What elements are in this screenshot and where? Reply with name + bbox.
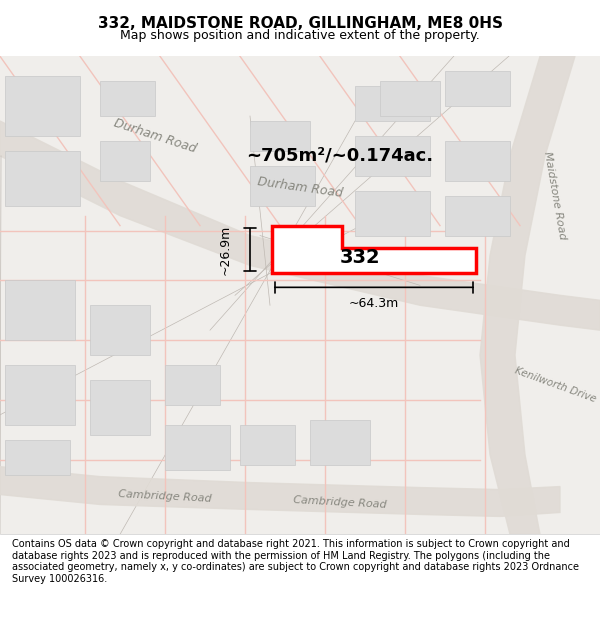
Polygon shape (380, 81, 440, 116)
Polygon shape (272, 226, 476, 273)
Polygon shape (165, 365, 220, 405)
Polygon shape (5, 281, 75, 340)
Text: Durham Road: Durham Road (257, 176, 343, 200)
Text: Contains OS data © Crown copyright and database right 2021. This information is : Contains OS data © Crown copyright and d… (12, 539, 579, 584)
Polygon shape (5, 76, 80, 136)
Polygon shape (240, 425, 295, 464)
Polygon shape (310, 420, 370, 464)
Text: 332, MAIDSTONE ROAD, GILLINGHAM, ME8 0HS: 332, MAIDSTONE ROAD, GILLINGHAM, ME8 0HS (97, 16, 503, 31)
Text: ~705m²/~0.174ac.: ~705m²/~0.174ac. (247, 147, 434, 165)
Polygon shape (0, 121, 600, 330)
Polygon shape (90, 305, 150, 355)
Polygon shape (250, 166, 315, 206)
Polygon shape (5, 151, 80, 206)
Text: Cambridge Road: Cambridge Road (118, 489, 212, 504)
Polygon shape (445, 196, 510, 236)
Text: 332: 332 (340, 248, 380, 267)
Polygon shape (250, 121, 310, 151)
Polygon shape (90, 380, 150, 435)
Text: Maidstone Road: Maidstone Road (542, 151, 568, 241)
Text: ~64.3m: ~64.3m (349, 298, 399, 310)
Text: ~26.9m: ~26.9m (219, 224, 232, 274)
Polygon shape (165, 425, 230, 469)
Text: Kenilworth Drive: Kenilworth Drive (513, 366, 597, 404)
Text: Cambridge Road: Cambridge Road (293, 495, 387, 510)
Polygon shape (100, 141, 150, 181)
Polygon shape (355, 86, 430, 121)
Text: Durham Road: Durham Road (112, 116, 198, 156)
Polygon shape (0, 467, 560, 516)
Polygon shape (355, 191, 430, 236)
Polygon shape (445, 141, 510, 181)
Polygon shape (5, 440, 70, 474)
Text: Map shows position and indicative extent of the property.: Map shows position and indicative extent… (120, 29, 480, 42)
Polygon shape (480, 56, 575, 534)
Polygon shape (5, 365, 75, 425)
Polygon shape (100, 81, 155, 116)
Polygon shape (445, 71, 510, 106)
Polygon shape (355, 136, 430, 176)
